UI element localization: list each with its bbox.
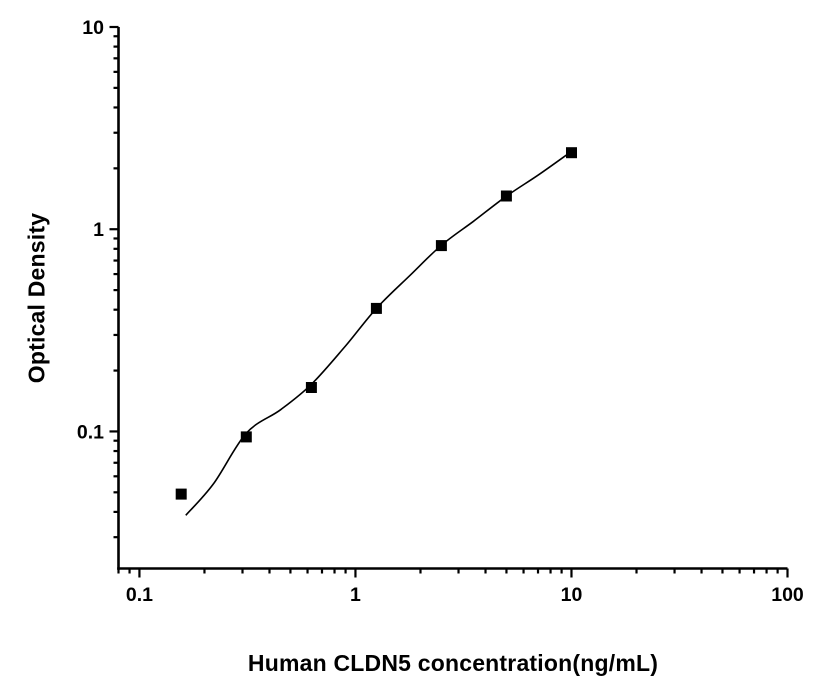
- x-axis-title: Human CLDN5 concentration(ng/mL): [247, 650, 659, 676]
- y-tick-label: 10: [82, 17, 104, 39]
- data-point-marker: [566, 147, 577, 159]
- data-point-marker: [240, 431, 252, 443]
- x-tick-label: 0.1: [126, 584, 153, 606]
- x-tick-label: 10: [561, 584, 583, 606]
- x-tick-label: 100: [771, 584, 804, 606]
- y-axis-title: Optical Density: [23, 212, 50, 384]
- y-tick-label: 1: [93, 219, 104, 241]
- fit-curve-line: [185, 153, 569, 516]
- data-point-marker: [305, 382, 317, 393]
- x-tick-label: 1: [350, 584, 361, 606]
- data-point-marker: [175, 488, 187, 500]
- y-tick-label: 0.1: [77, 421, 104, 443]
